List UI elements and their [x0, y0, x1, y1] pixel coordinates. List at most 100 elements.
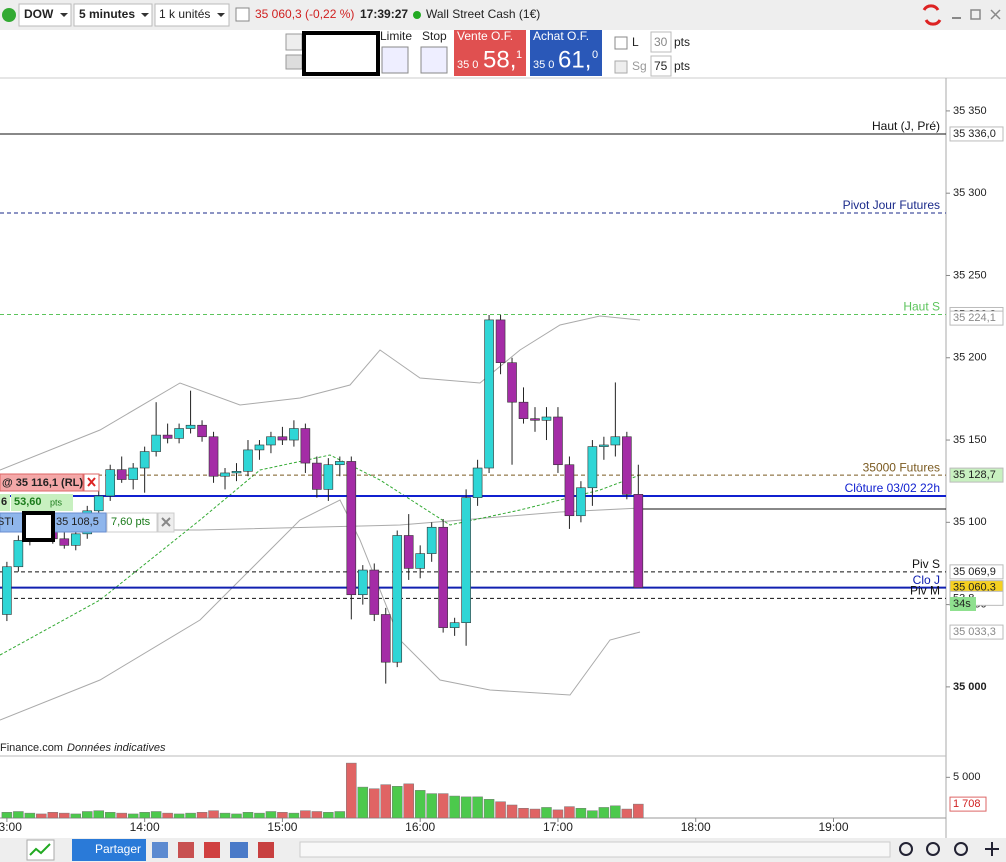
volume-bar: [369, 788, 380, 819]
candle-body: [633, 494, 644, 588]
chart-type-button[interactable]: [26, 839, 55, 861]
volume-bar: [150, 811, 162, 819]
volume-bar: [598, 807, 610, 819]
level-price: 35 069,9: [953, 566, 996, 578]
scrollbar[interactable]: [299, 841, 891, 858]
zoom-fit[interactable]: [899, 842, 913, 856]
sg-checkbox[interactable]: [614, 60, 628, 74]
buy-button[interactable]: [530, 30, 602, 76]
candle-body: [507, 362, 517, 403]
tool-icon[interactable]: [230, 842, 248, 858]
level-price-box: [949, 310, 1004, 326]
buy-prefix: 35 0: [533, 59, 554, 71]
volume-bar: [380, 784, 391, 819]
instrument-select[interactable]: [18, 3, 72, 27]
limit-label: Limite: [380, 29, 412, 43]
candle-body: [254, 444, 265, 451]
volume-bar: [93, 810, 104, 819]
stop-price: 35 108,5: [56, 516, 99, 528]
candle-body: [93, 495, 104, 512]
volume-bar: [277, 812, 288, 819]
x-tick-label: 16:00: [405, 820, 435, 834]
close[interactable]: [990, 9, 1001, 20]
units-select[interactable]: [154, 3, 230, 27]
tool-icon[interactable]: [204, 842, 220, 858]
gain: 53,60: [14, 496, 42, 508]
volume-bar: [231, 813, 242, 819]
volume-last: 1 708: [953, 798, 981, 810]
tool-icon[interactable]: [258, 842, 274, 858]
sti: STI: [0, 516, 14, 528]
volume-bar: [391, 786, 403, 819]
candle-body: [541, 416, 552, 421]
l-checkbox[interactable]: [614, 36, 628, 50]
candle-body: [392, 535, 403, 663]
l-value: 30: [654, 35, 668, 49]
info-icon[interactable]: [235, 7, 250, 22]
candle-body: [461, 497, 471, 624]
candle-body: [495, 319, 506, 363]
volume-bar: [127, 813, 139, 819]
share-button[interactable]: [72, 839, 146, 861]
tool-icon[interactable]: [178, 842, 194, 858]
volume-bar: [357, 786, 369, 819]
rl-order[interactable]: [0, 473, 84, 492]
tool-icon[interactable]: [152, 842, 168, 858]
sell-button[interactable]: [454, 30, 526, 76]
zoom-out[interactable]: [926, 842, 940, 856]
candle-body: [128, 467, 138, 480]
volume-bar: [529, 808, 541, 819]
candle-body: [174, 428, 184, 439]
candle-body: [553, 416, 563, 466]
candle-body: [323, 464, 334, 490]
volume-bar: [552, 809, 564, 819]
cancel-x: [161, 517, 171, 527]
caret: [60, 13, 68, 17]
candle-body: [484, 319, 494, 469]
stop-label: Stop: [422, 29, 447, 43]
level-price-box: [949, 126, 1004, 142]
volume-bar: [633, 803, 644, 819]
maximize[interactable]: [970, 9, 981, 20]
volume-bar: [311, 811, 323, 819]
gain-tag: [0, 494, 10, 511]
tool-icon[interactable]: [285, 33, 303, 51]
level-price-box: [949, 467, 1004, 483]
x-tick-label: 15:00: [267, 820, 297, 834]
sg-input[interactable]: [650, 55, 672, 77]
sell-sup: 1: [516, 49, 522, 61]
volume-bar: [621, 808, 633, 819]
app-icon[interactable]: [2, 8, 16, 22]
y-tick-label: 35 000: [953, 681, 987, 693]
y-tick-label: 35 200: [953, 352, 987, 364]
limit-button[interactable]: [381, 46, 409, 74]
candle-body: [300, 428, 311, 464]
level-price: 35 128,7: [953, 469, 996, 481]
sync-icon[interactable]: [922, 4, 942, 26]
countdown: 34s: [953, 598, 971, 610]
buy-title: Achat O.F.: [533, 29, 589, 43]
zoom-in[interactable]: [954, 842, 968, 856]
volume-bar: [346, 762, 357, 819]
l-label: L: [632, 35, 639, 49]
l-input[interactable]: [650, 31, 672, 53]
tool-icon[interactable]: [285, 54, 303, 70]
volume-bar: [13, 811, 24, 819]
candle-body: [2, 566, 12, 615]
volume-bar: [24, 812, 36, 819]
candle-body: [599, 444, 609, 447]
candle-body: [139, 451, 150, 469]
volume-bar: [518, 807, 529, 819]
period: 5 minutes: [79, 7, 135, 21]
volume-bar: [265, 811, 277, 819]
period-select[interactable]: [73, 3, 153, 27]
volume-bar: [495, 801, 506, 819]
gain-box: [11, 494, 73, 511]
level-label: Haut S: [903, 300, 940, 314]
candle-body: [312, 462, 322, 490]
stop-button[interactable]: [420, 46, 448, 74]
sell-title: Vente O.F.: [457, 29, 513, 43]
crosshair[interactable]: [985, 842, 999, 856]
